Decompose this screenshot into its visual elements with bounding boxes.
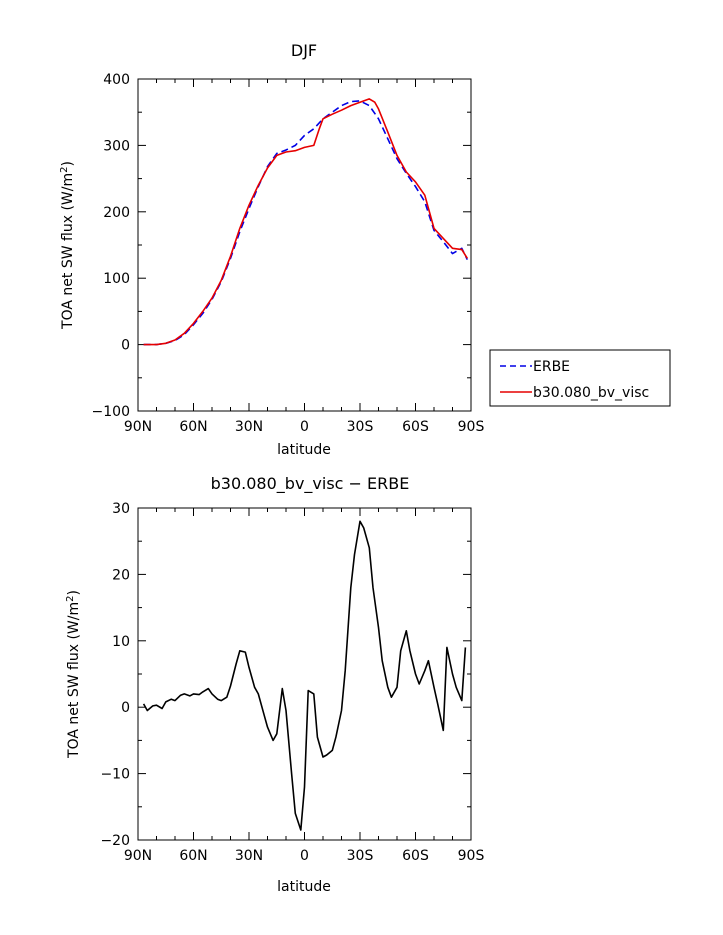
bot-x-tick-label: 90N — [124, 848, 152, 864]
top-x-tick-label: 90N — [124, 419, 152, 435]
top-plot-frame — [137, 78, 472, 412]
top-x-tick-label: 0 — [300, 419, 309, 435]
legend-box — [489, 349, 671, 407]
bot-y-tick-label: 20 — [112, 567, 130, 583]
bot-y-tick-label: −10 — [100, 767, 130, 783]
legend-label-erbe: ERBE — [533, 359, 570, 375]
bot-y-tick-label: −20 — [100, 833, 130, 849]
bot-x-tick-label: 60S — [402, 848, 429, 864]
top-series-line-0 — [143, 100, 469, 346]
legend-label-model: b30.080_bv_visc — [533, 385, 649, 401]
bottom-x-ticks: 90N 60N 30N 0 30S 60S 90S — [124, 508, 485, 864]
top-y-tick-label: −100 — [92, 404, 130, 420]
bottom-y-ticks: 30 20 10 0 −10 −20 — [100, 501, 471, 849]
bot-x-tick-label: 60N — [179, 848, 207, 864]
bottom-x-axis-label: latitude — [277, 879, 331, 895]
top-x-tick-label: 30N — [235, 419, 263, 435]
legend: ERBE b30.080_bv_visc — [489, 349, 671, 407]
bottom-series-group — [142, 520, 467, 831]
top-x-tick-label: 90S — [458, 419, 485, 435]
bottom-chart-title: b30.080_bv_visc − ERBE — [211, 474, 410, 494]
bot-x-tick-label: 0 — [300, 848, 309, 864]
top-x-ticks: 90N 60N 30N 0 30S 60S 90S — [124, 79, 485, 435]
bot-x-tick-label: 90S — [458, 848, 485, 864]
bot-x-tick-label: 30N — [235, 848, 263, 864]
bottom-chart: b30.080_bv_visc − ERBE 90N 60N 30N 0 30S 60S 9… — [65, 474, 484, 895]
top-y-axis-label: TOA net SW flux (W/m2) — [59, 161, 76, 330]
bot-y-tick-label: 30 — [112, 501, 130, 517]
top-x-tick-label: 30S — [347, 419, 374, 435]
bot-y-tick-label: 10 — [112, 634, 130, 650]
top-y-ticks: 400 300 200 100 0 −100 — [92, 72, 471, 420]
top-y-tick-label: 300 — [103, 138, 130, 154]
top-y-tick-label: 400 — [103, 72, 130, 88]
top-series-line-1 — [143, 98, 468, 346]
top-chart-title: DJF — [291, 41, 317, 60]
bot-series-line-0 — [142, 520, 467, 831]
top-x-tick-label: 60S — [402, 419, 429, 435]
bot-y-tick-label: 0 — [121, 700, 130, 716]
top-y-tick-label: 0 — [121, 338, 130, 354]
top-chart: DJF 90N 60N 30N 0 30S 60S 90S 400 300 200 100 0 −10… — [59, 41, 484, 458]
bot-x-tick-label: 30S — [347, 848, 374, 864]
top-x-axis-label: latitude — [277, 442, 331, 458]
bottom-y-axis-label: TOA net SW flux (W/m2) — [65, 590, 82, 759]
top-series-group — [143, 98, 469, 346]
top-y-tick-label: 100 — [103, 271, 130, 287]
top-x-tick-label: 60N — [179, 419, 207, 435]
top-y-tick-label: 200 — [103, 205, 130, 221]
